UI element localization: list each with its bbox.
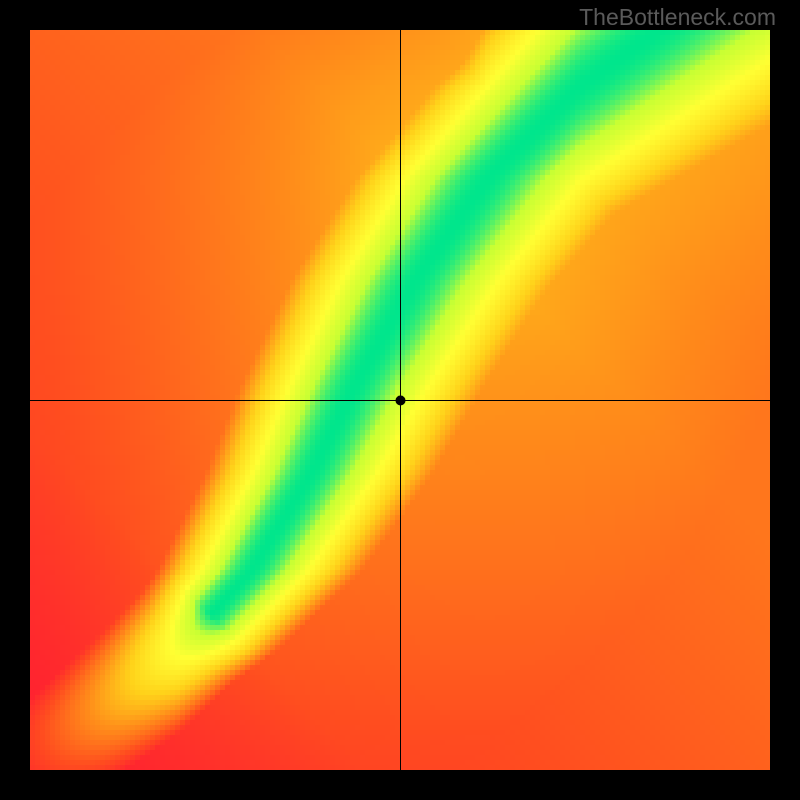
- heatmap-plot: [30, 30, 770, 770]
- heatmap-canvas: [30, 30, 770, 770]
- chart-frame: TheBottleneck.com: [0, 0, 800, 800]
- watermark-text: TheBottleneck.com: [579, 4, 776, 31]
